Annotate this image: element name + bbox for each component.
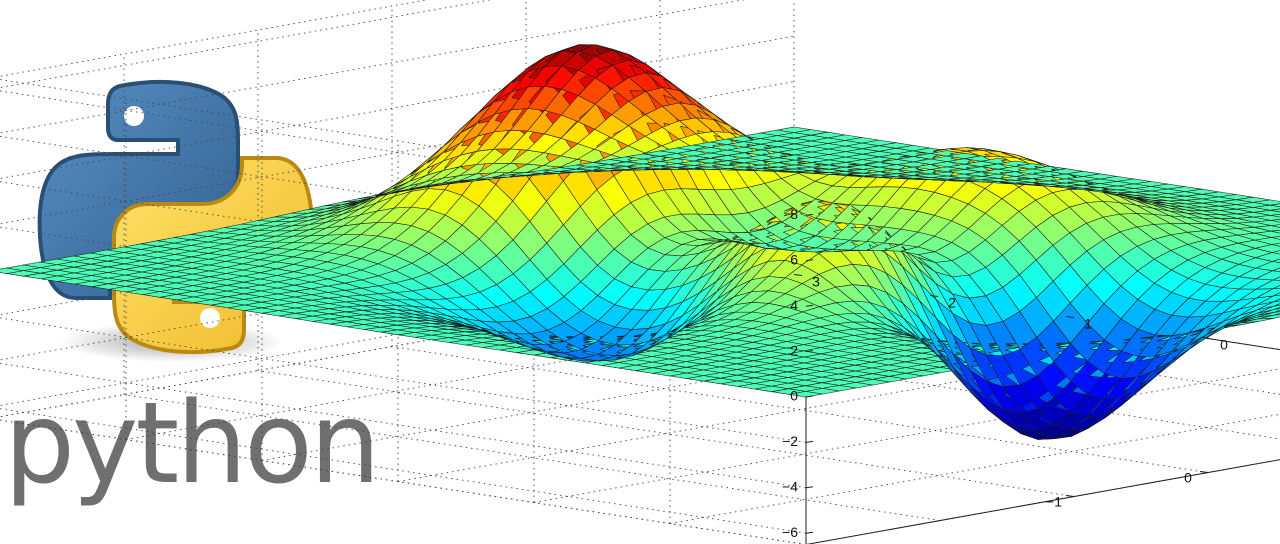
grid-line [0, 274, 795, 418]
ztick-label: −6 [782, 524, 798, 540]
ytick-label: 1 [1084, 315, 1092, 331]
grid-line [0, 0, 429, 77]
surface-patch [1270, 219, 1280, 223]
logo-blue-snake [37, 79, 240, 300]
grid-line [397, 337, 1203, 482]
grid-line [0, 35, 795, 179]
xtick-label: −1 [1046, 493, 1062, 509]
grid-line [0, 419, 806, 544]
grid-line [0, 0, 746, 134]
grid-line [0, 362, 807, 489]
surface-patch [1271, 229, 1280, 234]
surface-patch [1270, 208, 1280, 213]
ztick-label: −2 [782, 433, 798, 449]
ztick-label: 4 [790, 297, 798, 313]
grid-line [257, 370, 1075, 497]
grid-line [123, 394, 941, 521]
grid-line [0, 419, 806, 544]
surface-patch [1272, 250, 1280, 255]
surface-patch [1272, 276, 1280, 281]
ytick-label: 0 [1220, 336, 1228, 352]
python-wordmark: python [4, 379, 381, 509]
grid-line [533, 368, 1280, 503]
ztick-label: 0 [790, 388, 798, 404]
surface-mesh [0, 44, 1280, 440]
surface-patch [1274, 310, 1280, 313]
surface-patch [1270, 203, 1280, 208]
logo-yellow-eye [200, 308, 220, 328]
surface-patch [1253, 199, 1280, 206]
surface-patch [1271, 235, 1280, 240]
ztick-label: 8 [790, 206, 798, 222]
ytick-label: 3 [812, 273, 820, 289]
grid-line [0, 408, 807, 534]
xtick-label: 0 [1184, 469, 1192, 485]
grid-line [261, 316, 1067, 461]
surface-patch [1273, 298, 1280, 302]
ztick-label: 2 [790, 342, 798, 358]
surface-patch [1270, 213, 1280, 218]
surface-patch [1271, 224, 1280, 228]
surface-patch [1272, 258, 1280, 263]
surface-patch [1274, 313, 1280, 316]
surface-patch [1273, 292, 1280, 297]
surface-patch [1273, 285, 1280, 289]
surface-patch [1271, 242, 1280, 247]
ztick-label: 6 [790, 252, 798, 268]
ztick-label: −4 [782, 479, 798, 495]
grid-line [0, 0, 492, 89]
logo-blue-eye [124, 106, 144, 126]
grid-line [669, 413, 1280, 524]
grid-line [125, 295, 931, 440]
ytick-label: 2 [948, 294, 956, 310]
surface-patch [1272, 267, 1280, 272]
